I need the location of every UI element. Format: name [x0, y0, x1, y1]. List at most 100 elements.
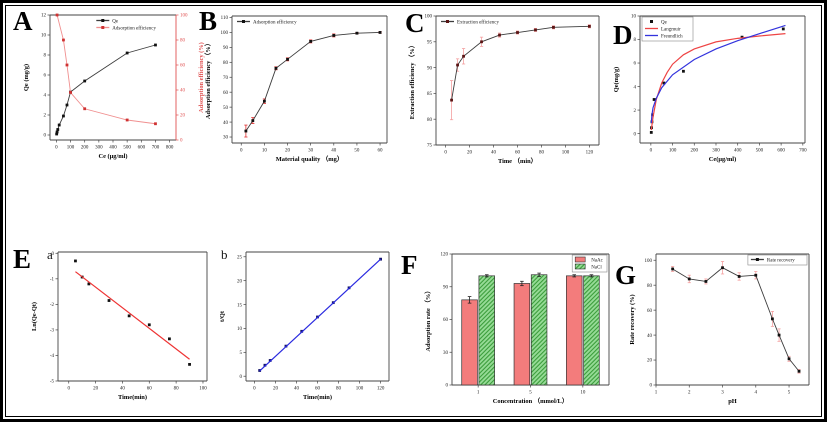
- svg-text:10: 10: [262, 149, 268, 154]
- svg-text:5: 5: [240, 351, 243, 356]
- svg-text:2: 2: [688, 391, 691, 396]
- svg-text:80: 80: [539, 151, 545, 156]
- svg-text:Qe (mg/g): Qe (mg/g): [23, 64, 30, 91]
- svg-text:Adsorption efficiency (%): Adsorption efficiency (%): [198, 42, 205, 113]
- svg-text:4: 4: [755, 391, 758, 396]
- svg-text:20: 20: [93, 387, 99, 392]
- svg-text:40: 40: [223, 121, 229, 126]
- svg-text:100: 100: [221, 31, 229, 36]
- svg-text:50: 50: [354, 149, 360, 154]
- svg-text:0: 0: [55, 146, 58, 151]
- svg-text:40: 40: [180, 89, 186, 94]
- svg-text:NaAc: NaAc: [591, 258, 603, 263]
- svg-text:100: 100: [67, 146, 75, 151]
- svg-text:Freundlich: Freundlich: [661, 34, 683, 39]
- svg-text:200: 200: [81, 146, 89, 151]
- svg-text:Rate recovery: Rate recovery: [767, 258, 795, 263]
- svg-text:5: 5: [788, 391, 791, 396]
- svg-text:Adsorption efficiency （%）: Adsorption efficiency （%）: [204, 40, 212, 119]
- svg-text:6: 6: [634, 62, 637, 67]
- svg-text:2: 2: [44, 114, 47, 119]
- svg-text:20: 20: [180, 114, 186, 119]
- svg-text:Extraction efficiency （%）: Extraction efficiency （%）: [408, 42, 416, 119]
- svg-text:Time （min）: Time （min）: [498, 157, 537, 165]
- svg-text:30: 30: [443, 351, 449, 356]
- svg-text:90: 90: [427, 66, 433, 71]
- svg-text:60: 60: [147, 387, 153, 392]
- svg-text:Ce(μg/ml): Ce(μg/ml): [709, 156, 736, 163]
- svg-text:85: 85: [427, 92, 433, 97]
- svg-text:8: 8: [634, 38, 637, 43]
- svg-text:Adsorption efficiency: Adsorption efficiency: [112, 26, 156, 31]
- svg-text:Material quality （mg）: Material quality （mg）: [276, 155, 343, 163]
- svg-text:40: 40: [647, 334, 653, 339]
- svg-text:Time(min): Time(min): [118, 394, 147, 401]
- svg-text:80: 80: [427, 118, 433, 123]
- svg-text:-4: -4: [50, 354, 55, 359]
- svg-text:12: 12: [41, 14, 47, 19]
- svg-text:300: 300: [712, 149, 720, 154]
- panel-label-f: F: [401, 250, 418, 280]
- svg-text:120: 120: [586, 151, 594, 156]
- svg-text:Qe(mg/g): Qe(mg/g): [613, 67, 620, 93]
- svg-text:0: 0: [446, 384, 449, 389]
- svg-text:20: 20: [273, 387, 279, 392]
- svg-text:10: 10: [580, 391, 586, 396]
- svg-text:100: 100: [356, 387, 364, 392]
- svg-text:60: 60: [378, 149, 384, 154]
- svg-text:60: 60: [515, 151, 521, 156]
- svg-text:600: 600: [777, 149, 785, 154]
- svg-text:20: 20: [647, 359, 653, 364]
- svg-text:75: 75: [427, 144, 433, 149]
- svg-text:6: 6: [44, 74, 47, 79]
- svg-text:Ln(Qe-Qt): Ln(Qe-Qt): [31, 302, 38, 331]
- svg-text:0: 0: [67, 387, 70, 392]
- svg-text:NaCl: NaCl: [591, 265, 602, 270]
- svg-text:Rate recovery (%): Rate recovery (%): [629, 294, 636, 344]
- svg-text:50: 50: [223, 106, 229, 111]
- svg-text:600: 600: [138, 146, 146, 151]
- svg-text:0: 0: [240, 375, 243, 380]
- svg-text:25: 25: [237, 255, 243, 260]
- chart-a-adsorption-isotherm-dual-axis: 0 100 200 300 400 500 600 700 800 0 2 4 6 8 10 12 0 20 40 6…: [20, 8, 206, 166]
- panel-label-e: E: [13, 244, 32, 274]
- svg-text:Adsorption rate （%）: Adsorption rate （%）: [424, 287, 432, 351]
- svg-text:80: 80: [223, 61, 229, 66]
- svg-text:0: 0: [253, 387, 256, 392]
- chart-g-rate-recovery-vs-ph: 1 2 3 4 5 0 20 40 60 80 100 pH Rate recovery (%) Rate…: [626, 247, 818, 411]
- svg-text:15: 15: [237, 303, 243, 308]
- svg-text:90: 90: [443, 285, 449, 290]
- svg-text:80: 80: [174, 387, 180, 392]
- svg-text:80: 80: [336, 387, 342, 392]
- svg-text:100: 100: [425, 15, 433, 20]
- svg-text:90: 90: [223, 46, 229, 51]
- svg-text:700: 700: [152, 146, 160, 151]
- svg-text:4: 4: [44, 94, 47, 99]
- svg-text:10: 10: [41, 34, 47, 39]
- chart-f-salt-concentration-bars: 1 5 10 0 30 60 90 120 Concentration （mmol/L） Adso…: [422, 247, 618, 411]
- panel-label-c: C: [405, 8, 425, 38]
- svg-text:0: 0: [240, 149, 243, 154]
- svg-text:10: 10: [631, 15, 637, 20]
- svg-text:40: 40: [120, 387, 126, 392]
- svg-text:60: 60: [443, 318, 449, 323]
- svg-text:pH: pH: [728, 398, 737, 405]
- svg-text:120: 120: [441, 253, 449, 258]
- svg-text:2: 2: [634, 109, 637, 114]
- svg-text:60: 60: [647, 309, 653, 314]
- svg-text:-2: -2: [50, 303, 55, 308]
- panel-sublabel-e-a: a: [47, 247, 53, 262]
- svg-text:5: 5: [529, 391, 532, 396]
- figure-canvas: A B C D E a b F G 0 100 200 300 400 500 600 700…: [5, 5, 822, 417]
- svg-text:1: 1: [477, 391, 480, 396]
- svg-text:400: 400: [734, 149, 742, 154]
- svg-text:60: 60: [180, 64, 186, 69]
- svg-text:60: 60: [315, 387, 321, 392]
- svg-text:70: 70: [223, 76, 229, 81]
- svg-text:Extraction efficiency: Extraction efficiency: [457, 20, 499, 25]
- svg-text:Adsorption efficiency: Adsorption efficiency: [253, 20, 297, 25]
- svg-text:Time(min): Time(min): [303, 394, 332, 401]
- svg-text:20: 20: [237, 279, 243, 284]
- svg-text:Concentration （mmol/L）: Concentration （mmol/L）: [493, 397, 568, 405]
